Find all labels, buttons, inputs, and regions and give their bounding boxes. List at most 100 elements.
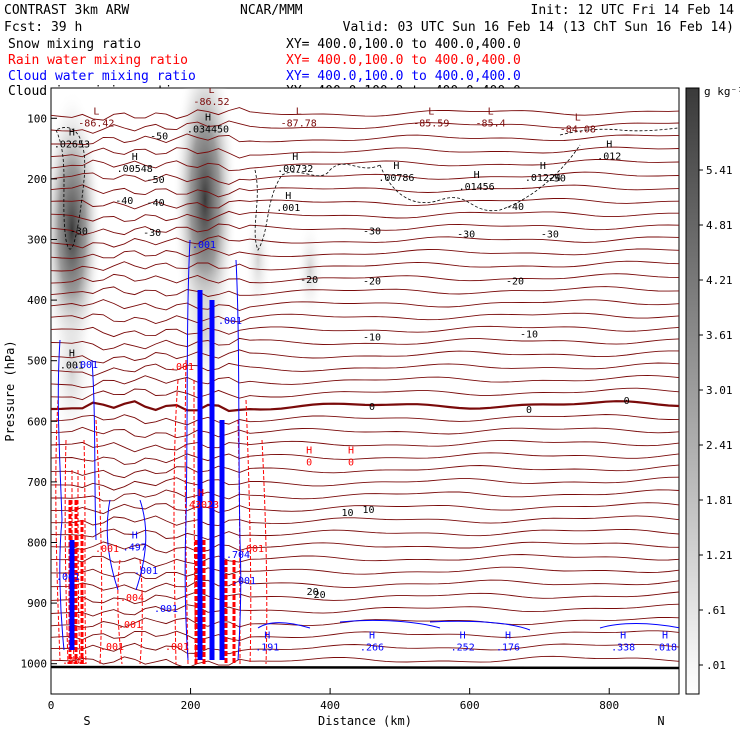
colorbar-tick-label: 1.81 [706, 494, 733, 507]
ice-contour-east-3 [559, 127, 679, 136]
extremum-value: .001 [276, 203, 300, 214]
extremum-value: -85.59 [413, 118, 449, 129]
y-tick-label: 500 [27, 355, 47, 368]
colorbar-ramp [685, 87, 700, 695]
temperature-label: -50 [147, 175, 165, 186]
header-xy-cloud: XY= 400.0,100.0 to 400.0,400.0 [286, 69, 521, 84]
extremum-value: .191 [255, 642, 279, 653]
temperature-contour [51, 159, 679, 172]
temperature-contour [51, 464, 679, 479]
colorbar-tick-label: 3.61 [706, 329, 733, 342]
rain-label: .001 [170, 362, 194, 373]
extremum-value: -85.4 [476, 118, 506, 129]
header-org: NCAR/MMM [240, 3, 303, 18]
extremum-value: -87.78 [281, 118, 317, 129]
temperature-contour [51, 414, 679, 426]
temperature-contour [51, 362, 679, 377]
temperature-contour [51, 248, 679, 259]
extremum-value: .01456 [459, 182, 495, 193]
colorbar-tick-label: 5.41 [706, 164, 733, 177]
extremum-kind: H [348, 446, 354, 457]
cloud-contour-west [57, 339, 97, 651]
temperature-label: -30 [70, 226, 88, 237]
temperature-contour [51, 171, 679, 185]
temperature-label: 0 [369, 402, 375, 413]
extremum-kind: H [306, 446, 312, 457]
rain-label: .001 [240, 544, 264, 555]
x-tick-label: 800 [599, 699, 619, 712]
colorbar-tick-label: 2.41 [706, 439, 733, 452]
header-xy-snow: XY= 400.0,100.0 to 400.0,400.0 [286, 37, 521, 52]
temperature-contour [51, 566, 679, 579]
cloud-label: .001 [74, 360, 98, 371]
x-axis-label: Distance (km) [318, 714, 412, 728]
temperature-contour [51, 146, 679, 159]
rain-contour-west-outer [55, 399, 103, 665]
extremum-kind: H [205, 112, 211, 123]
temperature-label: -50 [548, 174, 566, 185]
snow-plume-faint-2 [296, 220, 324, 320]
extremum-kind: H [606, 140, 612, 151]
y-tick-label: 300 [27, 234, 47, 247]
temperature-contour [51, 120, 679, 134]
extremum-value: .176 [496, 642, 520, 653]
extremum-value: -84.08 [560, 124, 596, 135]
extremum-value: .012 [597, 152, 621, 163]
header: CONTRAST 3km ARW Fcst: 39 h Snow mixing … [4, 3, 734, 99]
extremum-value: .252 [451, 642, 475, 653]
temperature-contour [51, 235, 679, 249]
cloud-label: .001 [56, 572, 80, 583]
ice-contour-west [55, 127, 86, 250]
end-label-left: S [83, 714, 90, 728]
colorbar-tick-label: 4.81 [706, 219, 733, 232]
temperature-label: 20 [314, 590, 326, 601]
temperature-contour [51, 210, 679, 222]
extremum-kind: H [505, 630, 511, 641]
temperature-label: -50 [150, 131, 168, 142]
header-rain: Rain water mixing ratio [8, 53, 188, 68]
extremum-kind: L [428, 106, 434, 117]
rain-contour-central-core-1 [184, 359, 252, 665]
extremum-value: .43023 [183, 500, 219, 511]
temperature-contour [51, 630, 679, 642]
cloud-label: .001 [192, 240, 216, 251]
extremum-kind: H [393, 161, 399, 172]
colorbar-tick-label: 4.21 [706, 274, 733, 287]
rain-contours [55, 359, 268, 665]
extremum-kind: L [93, 106, 99, 117]
extremum-value: .266 [360, 642, 384, 653]
temperature-contour [51, 273, 679, 284]
temperature-label: -30 [457, 229, 475, 240]
extremum-kind: H [620, 630, 626, 641]
x-tick-label: 600 [460, 699, 480, 712]
temperature-contour [51, 502, 679, 515]
extremum-value: 0 [306, 458, 312, 469]
extremum-value: .00548 [117, 164, 153, 175]
temperature-label: 20 [307, 587, 319, 598]
header-snow: Snow mixing ratio [8, 37, 141, 52]
extremum-kind: L [575, 112, 581, 123]
y-tick-label: 400 [27, 294, 47, 307]
temperature-labels: -50 -50 -50 -40 -40 -40 -30 -30 -30 -30 -30 -20 -20 -… [70, 131, 630, 601]
x-tick-label: 200 [181, 699, 201, 712]
temperature-label: -30 [143, 228, 161, 239]
cloud-water-core [69, 290, 225, 660]
temperature-label: -20 [506, 277, 524, 288]
temperature-contour [51, 541, 679, 554]
header-valid: Valid: 03 UTC Sun 16 Feb 14 (13 ChT Sun … [343, 20, 734, 35]
x-tick-label: 0 [48, 699, 55, 712]
colorbar-ticks: .01 .61 1.21 1.81 2.41 3.01 3.61 4.21 4.81 5.41 [699, 164, 733, 672]
extremum-kind: H [540, 161, 546, 172]
temperature-contour [51, 325, 679, 338]
extremum-value: .00732 [277, 164, 313, 175]
temperature-label: -30 [363, 226, 381, 237]
header-init: Init: 12 UTC Fri 14 Feb 14 [531, 3, 735, 18]
y-tick-label: 200 [27, 173, 47, 186]
temperature-contour [51, 374, 679, 389]
ground-line [51, 665, 679, 670]
temperature-contour [51, 554, 679, 568]
rain-label: .001 [95, 544, 119, 555]
temperature-contour [51, 426, 679, 439]
temperature-label: -40 [147, 198, 165, 209]
extremum-value: .00786 [378, 173, 414, 184]
